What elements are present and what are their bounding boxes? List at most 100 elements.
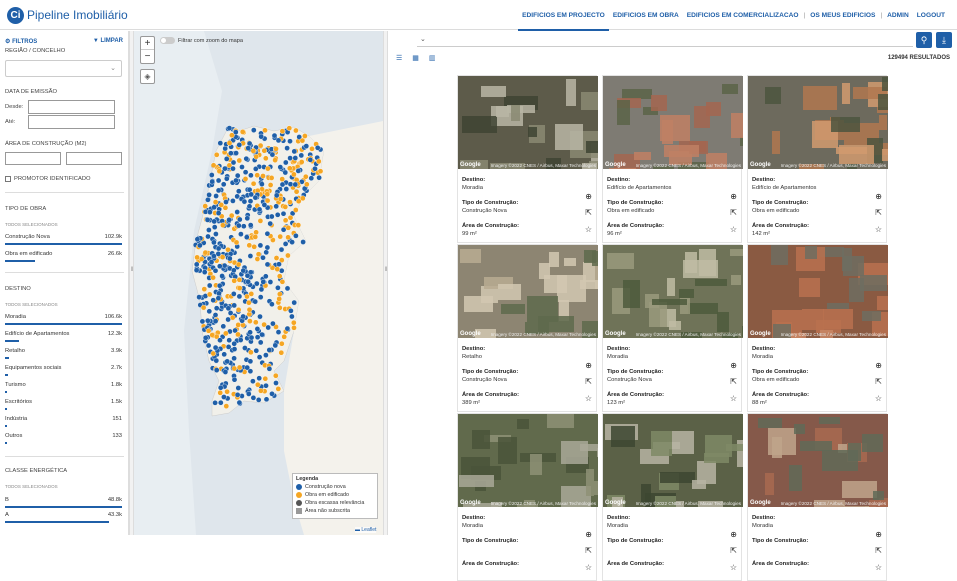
map-marker[interactable] bbox=[211, 204, 217, 211]
map-marker[interactable] bbox=[204, 217, 211, 223]
map-marker[interactable] bbox=[211, 239, 217, 246]
map-marker[interactable] bbox=[272, 372, 279, 379]
map-marker[interactable] bbox=[262, 155, 269, 162]
result-card[interactable]: Google Imagery ©2022 CNES / Airbus, Maxar… bbox=[747, 413, 888, 581]
map-marker[interactable] bbox=[269, 301, 275, 308]
satellite-image[interactable]: Google Imagery ©2022 CNES / Airbus, Maxar… bbox=[458, 245, 598, 338]
map-marker[interactable] bbox=[265, 324, 271, 331]
map-marker[interactable] bbox=[253, 166, 259, 172]
map-marker[interactable] bbox=[211, 218, 217, 225]
zoom-icon[interactable]: ⊕ bbox=[875, 192, 882, 201]
map-marker[interactable] bbox=[248, 172, 254, 179]
map-marker[interactable] bbox=[202, 203, 208, 209]
map-marker[interactable] bbox=[259, 331, 265, 338]
zoom-icon[interactable]: ⊕ bbox=[585, 361, 592, 370]
map-marker[interactable] bbox=[286, 165, 293, 172]
map-marker[interactable] bbox=[299, 195, 306, 202]
map-marker[interactable] bbox=[244, 272, 251, 279]
result-card[interactable]: Google Imagery ©2022 CNES / Airbus, Maxar… bbox=[602, 244, 743, 412]
map-marker[interactable] bbox=[279, 176, 285, 182]
open-external-icon[interactable]: ⇱ bbox=[585, 208, 592, 217]
map-marker[interactable] bbox=[219, 273, 225, 279]
map-marker[interactable] bbox=[201, 286, 208, 292]
map-marker[interactable] bbox=[261, 202, 268, 208]
map-marker[interactable] bbox=[286, 125, 293, 131]
map-marker[interactable] bbox=[261, 147, 268, 154]
map-marker[interactable] bbox=[280, 226, 287, 233]
map-marker[interactable] bbox=[222, 165, 228, 172]
map-marker[interactable] bbox=[250, 378, 256, 385]
result-card[interactable]: Google Imagery ©2022 CNES / Airbus, Maxar… bbox=[457, 75, 598, 243]
map-marker[interactable] bbox=[233, 177, 239, 184]
map-marker[interactable] bbox=[273, 146, 279, 152]
map-marker[interactable] bbox=[303, 143, 310, 149]
map-marker[interactable] bbox=[215, 295, 222, 302]
map-marker[interactable] bbox=[269, 390, 275, 397]
leaflet-link[interactable]: Leaflet bbox=[361, 527, 377, 533]
map-marker[interactable] bbox=[222, 204, 229, 211]
map-marker[interactable] bbox=[246, 203, 253, 210]
map-marker[interactable] bbox=[291, 324, 297, 331]
map-marker[interactable] bbox=[246, 140, 253, 147]
map-marker[interactable] bbox=[239, 164, 245, 170]
map-marker[interactable] bbox=[236, 293, 243, 300]
map-marker[interactable] bbox=[300, 239, 306, 245]
date-from-input[interactable] bbox=[28, 100, 115, 114]
star-icon[interactable]: ☆ bbox=[874, 225, 882, 234]
map-marker[interactable] bbox=[298, 159, 305, 165]
map-marker[interactable] bbox=[219, 254, 226, 260]
zoom-icon[interactable]: ⊕ bbox=[585, 192, 592, 201]
map-marker[interactable] bbox=[213, 357, 220, 364]
satellite-image[interactable]: Google Imagery ©2022 CNES / Airbus, Maxar… bbox=[458, 76, 598, 169]
map-attribution[interactable]: ▬ Leaflet bbox=[355, 527, 377, 533]
map-marker[interactable] bbox=[314, 145, 321, 151]
map-marker[interactable] bbox=[257, 313, 263, 320]
map-marker[interactable] bbox=[266, 365, 273, 372]
map-marker[interactable] bbox=[221, 351, 227, 358]
map-marker[interactable] bbox=[247, 198, 254, 204]
map-marker[interactable] bbox=[205, 327, 212, 334]
map-marker[interactable] bbox=[237, 337, 244, 343]
map-marker[interactable] bbox=[317, 168, 324, 174]
map-marker[interactable] bbox=[263, 352, 269, 358]
map-marker[interactable] bbox=[252, 194, 259, 201]
chart-view-icon[interactable]: ▥ bbox=[428, 55, 436, 62]
map-marker[interactable] bbox=[293, 127, 299, 134]
map-marker[interactable] bbox=[200, 304, 207, 311]
search-button[interactable]: ⚲ bbox=[916, 32, 932, 48]
map-zoom-filter[interactable]: Filtrar com zoom do mapa bbox=[160, 37, 243, 44]
map-marker[interactable] bbox=[291, 299, 297, 306]
map-marker[interactable] bbox=[244, 364, 250, 371]
map-marker[interactable] bbox=[262, 273, 269, 280]
map-marker[interactable] bbox=[230, 159, 237, 166]
map-marker[interactable] bbox=[262, 127, 268, 134]
zoom-icon[interactable]: ⊕ bbox=[730, 192, 737, 201]
map-marker[interactable] bbox=[209, 172, 215, 178]
open-external-icon[interactable]: ⇱ bbox=[730, 546, 737, 555]
map-marker[interactable] bbox=[269, 151, 276, 158]
map-marker[interactable] bbox=[215, 245, 222, 252]
map-marker[interactable] bbox=[247, 222, 254, 228]
map-marker[interactable] bbox=[234, 391, 241, 398]
map-marker[interactable] bbox=[271, 132, 278, 139]
map-marker[interactable] bbox=[261, 321, 267, 328]
search-select[interactable]: ⌄ bbox=[417, 33, 913, 47]
map-marker[interactable] bbox=[258, 286, 265, 293]
satellite-image[interactable]: Google Imagery ©2022 CNES / Airbus, Maxar… bbox=[748, 245, 888, 338]
map-marker[interactable] bbox=[242, 169, 249, 175]
map-marker[interactable] bbox=[258, 387, 264, 394]
satellite-image[interactable]: Google Imagery ©2022 CNES / Airbus, Maxar… bbox=[603, 414, 743, 507]
map-marker[interactable] bbox=[223, 156, 230, 162]
map-marker[interactable] bbox=[217, 263, 223, 269]
map-marker[interactable] bbox=[280, 210, 287, 217]
map-marker[interactable] bbox=[236, 364, 243, 371]
star-icon[interactable]: ☆ bbox=[729, 563, 737, 572]
nav-os-meus-edificios[interactable]: OS MEUS EDIFICIOS bbox=[810, 12, 876, 19]
map-marker[interactable] bbox=[251, 243, 257, 250]
map-marker[interactable] bbox=[224, 175, 230, 182]
map-marker[interactable] bbox=[225, 344, 232, 350]
star-icon[interactable]: ☆ bbox=[584, 563, 592, 572]
map-marker[interactable] bbox=[231, 355, 237, 362]
map-marker[interactable] bbox=[217, 140, 224, 146]
map-marker[interactable] bbox=[206, 282, 213, 289]
